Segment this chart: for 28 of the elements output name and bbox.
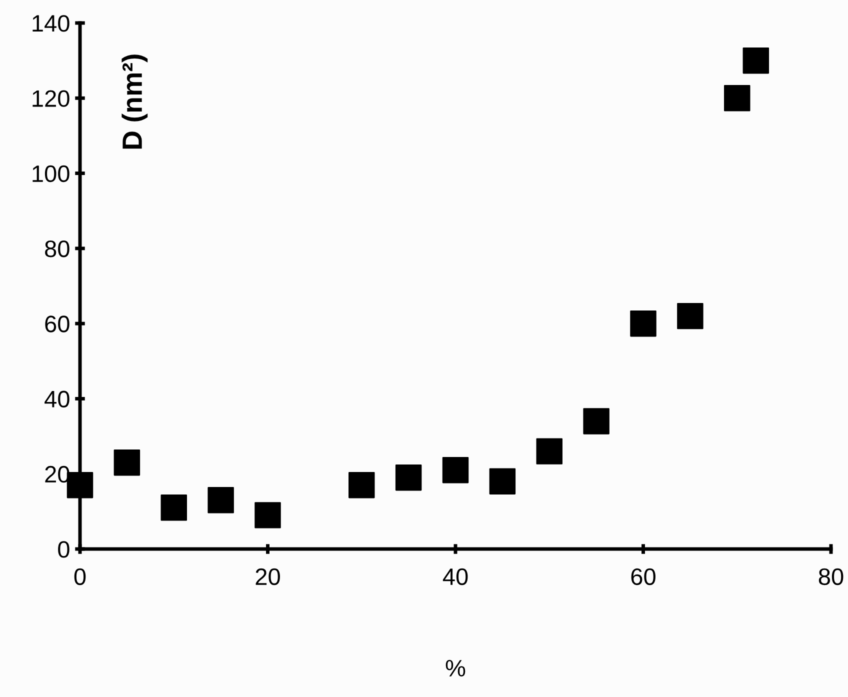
- y-tick-label: 80: [45, 240, 70, 258]
- point: [160, 494, 187, 521]
- y-axis-title: D (nm²): [122, 54, 148, 149]
- point: [536, 438, 562, 464]
- point: [630, 310, 656, 337]
- point: [489, 468, 516, 494]
- y-tick-label: 0: [58, 541, 70, 558]
- point: [114, 449, 140, 476]
- point: [208, 487, 234, 514]
- point: [742, 47, 770, 74]
- y-tick-label: 60: [45, 316, 70, 332]
- x-axis-title: %: [446, 660, 466, 676]
- x-tick-label: 60: [631, 568, 656, 586]
- y-tick-label: 120: [32, 90, 70, 107]
- point: [395, 464, 422, 491]
- y-tick-label: 40: [44, 390, 70, 408]
- point: [724, 85, 750, 112]
- y-tick-label: 140: [32, 15, 70, 32]
- point: [583, 408, 610, 434]
- x-tick-label: 20: [256, 568, 280, 586]
- x-tick-label: 80: [818, 568, 844, 586]
- point: [442, 456, 469, 484]
- y-tick-label: 100: [32, 165, 70, 182]
- point: [254, 502, 281, 528]
- x-tick-label: 0: [74, 568, 86, 586]
- x-tick-label: 40: [442, 568, 468, 586]
- point: [348, 472, 375, 498]
- point: [677, 302, 704, 330]
